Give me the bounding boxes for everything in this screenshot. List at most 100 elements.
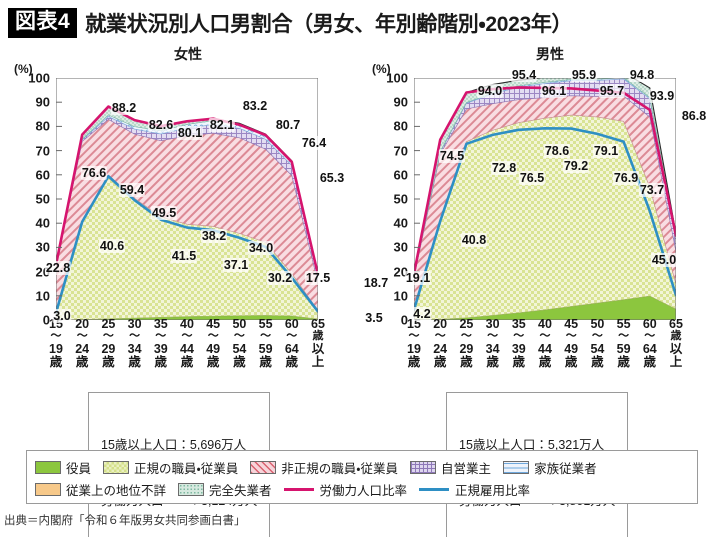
legend-row-categories: 役員 正規の職員・従業員 非正規の職員・従業員 自営業主 家族従業者: [35, 456, 689, 478]
y-tick-10: 10: [35, 288, 50, 304]
figure-number-badge: 図表4: [8, 8, 78, 38]
x-tick-10: 65 歳 以 上: [669, 317, 683, 370]
chart-svg-male: [414, 78, 676, 320]
x-tick-8: 55 〜 59 歳: [258, 317, 273, 370]
line-労働力人口比率: [56, 105, 318, 277]
data-label: 40.8: [460, 233, 488, 247]
line-正規雇用比率: [414, 127, 676, 312]
legend-item-家族従業者[interactable]: 家族従業者: [503, 458, 597, 477]
x-tick-0: 15 〜 19 歳: [407, 317, 421, 370]
legend-swatch-icon: [410, 460, 437, 474]
y-tick-90: 90: [393, 94, 408, 110]
legend-label: 完全失業者: [209, 483, 272, 498]
data-label: 74.5: [438, 149, 466, 163]
y-tick-70: 70: [393, 143, 408, 159]
x-tick-1: 20 〜 24 歳: [75, 317, 90, 370]
data-label: 40.6: [98, 239, 126, 253]
data-label: 80.7: [274, 118, 302, 132]
chart-legend: 役員 正規の職員・従業員 非正規の職員・従業員 自営業主 家族従業者: [26, 450, 698, 504]
legend-item-完全失業者[interactable]: 完全失業者: [178, 480, 272, 499]
legend-row-lines: 従業上の地位不詳 完全失業者 労働力人口比率 正規雇用比率: [35, 478, 689, 500]
data-label: 49.5: [150, 206, 178, 220]
page-title: 就業状況別人口男割合（男女、年別齢階別・2023年）: [85, 13, 573, 36]
line-正規雇用比率: [56, 174, 318, 315]
y-axis-unit-female: (%): [14, 62, 33, 76]
legend-item-正規雇用比率[interactable]: 正規雇用比率: [419, 480, 530, 499]
x-tick-4: 35 〜 39 歳: [153, 317, 168, 370]
chart-svg-female: [56, 78, 318, 320]
chart-panel-male: (%) 0 10 20 30 40 50 60 70 80 90 100: [362, 62, 714, 382]
legend-swatch-icon: [103, 460, 130, 474]
y-tick-20: 20: [393, 264, 408, 280]
x-tick-3: 30 〜 34 歳: [485, 317, 500, 370]
data-label: 80.1: [176, 126, 204, 140]
x-tick-8: 55 〜 59 歳: [616, 317, 631, 370]
x-tick-5: 40 〜 44 歳: [538, 317, 552, 370]
chart-panel-female: (%) 0 10 20 30 40 50 60 70 80 90 100: [4, 62, 390, 382]
x-tick-7: 50 〜 54 歳: [232, 317, 247, 370]
data-label: 95.4: [510, 68, 538, 82]
data-label: 45.0: [650, 253, 678, 267]
x-tick-3: 30 〜 34 歳: [127, 317, 142, 370]
plot-area-male: [414, 78, 676, 320]
x-tick-6: 45 〜 49 歳: [206, 317, 221, 370]
legend-item-役員[interactable]: 役員: [35, 458, 91, 477]
legend-label: 従業上の地位不詳: [66, 483, 167, 498]
y-tick-100: 100: [386, 70, 408, 86]
data-label: 82.6: [147, 118, 175, 132]
data-label: 22.8: [44, 261, 72, 275]
y-tick-90: 90: [35, 94, 50, 110]
data-label: 41.5: [170, 249, 198, 263]
x-axis-labels-male: 15 〜 19 歳 20 〜 24 歳 25 〜 29 歳: [407, 317, 683, 380]
y-tick-80: 80: [35, 118, 50, 134]
y-tick-30: 30: [393, 239, 408, 255]
summary-population-female: 15歳以上人口：5,696万人: [101, 437, 247, 452]
data-label: 76.6: [80, 166, 108, 180]
legend-line-icon: [419, 487, 450, 491]
x-tick-5: 40 〜 44 歳: [180, 317, 194, 370]
data-label: 37.1: [222, 258, 250, 272]
legend-item-自営業主[interactable]: 自営業主: [410, 458, 491, 477]
legend-label: 正規の職員・従業員: [134, 461, 239, 476]
data-label: 94.0: [476, 84, 504, 98]
data-label: 38.2: [200, 229, 228, 243]
data-label: 95.7: [598, 84, 626, 98]
y-tick-60: 60: [393, 167, 408, 183]
legend-label: 役員: [66, 461, 92, 476]
x-tick-1: 20 〜 24 歳: [433, 317, 448, 370]
data-label: 82.1: [208, 118, 236, 132]
x-tick-7: 50 〜 54 歳: [590, 317, 605, 370]
legend-label: 家族従業者: [534, 461, 597, 476]
data-label: 18.7: [362, 276, 390, 290]
x-tick-9: 60 〜 64 歳: [284, 317, 299, 370]
data-label: 59.4: [118, 183, 146, 197]
y-axis-labels-female: 0 10 20 30 40 50 60 70 80 90 100: [8, 71, 54, 328]
data-label: 88.2: [110, 101, 138, 115]
legend-item-正規の職員・従業員[interactable]: 正規の職員・従業員: [103, 458, 238, 477]
data-label: 76.4: [300, 136, 328, 150]
data-label: 76.9: [612, 171, 640, 185]
legend-label: 正規雇用比率: [455, 483, 531, 498]
legend-label: 労働力人口比率: [319, 483, 408, 498]
data-label: 3.5: [364, 311, 384, 325]
legend-swatch-icon: [35, 460, 61, 474]
legend-swatch-icon: [35, 482, 61, 496]
x-tick-2: 25 〜 29 歳: [101, 317, 116, 370]
x-axis-labels-female: 15 〜 19 歳 20 〜 24 歳 25 〜 29 歳: [49, 317, 325, 380]
data-label: 79.1: [592, 144, 620, 158]
y-tick-60: 60: [35, 167, 50, 183]
data-label: 3.0: [52, 309, 72, 323]
legend-item-労働力人口比率[interactable]: 労働力人口比率: [283, 480, 408, 499]
data-label: 94.8: [628, 68, 656, 82]
x-tick-2: 25 〜 29 歳: [459, 317, 474, 370]
data-label: 79.2: [562, 159, 590, 173]
legend-item-非正規の職員・従業員[interactable]: 非正規の職員・従業員: [250, 458, 398, 477]
legend-swatch-icon: [250, 460, 277, 474]
legend-item-従業上の地位不詳[interactable]: 従業上の地位不詳: [35, 480, 166, 499]
legend-label: 非正規の職員・従業員: [281, 461, 399, 476]
data-label: 19.1: [404, 271, 432, 285]
data-label: 30.2: [266, 271, 294, 285]
x-tick-10: 65 歳 以 上: [311, 317, 325, 370]
x-tick-9: 60 〜 64 歳: [642, 317, 657, 370]
data-label: 34.0: [247, 241, 275, 255]
